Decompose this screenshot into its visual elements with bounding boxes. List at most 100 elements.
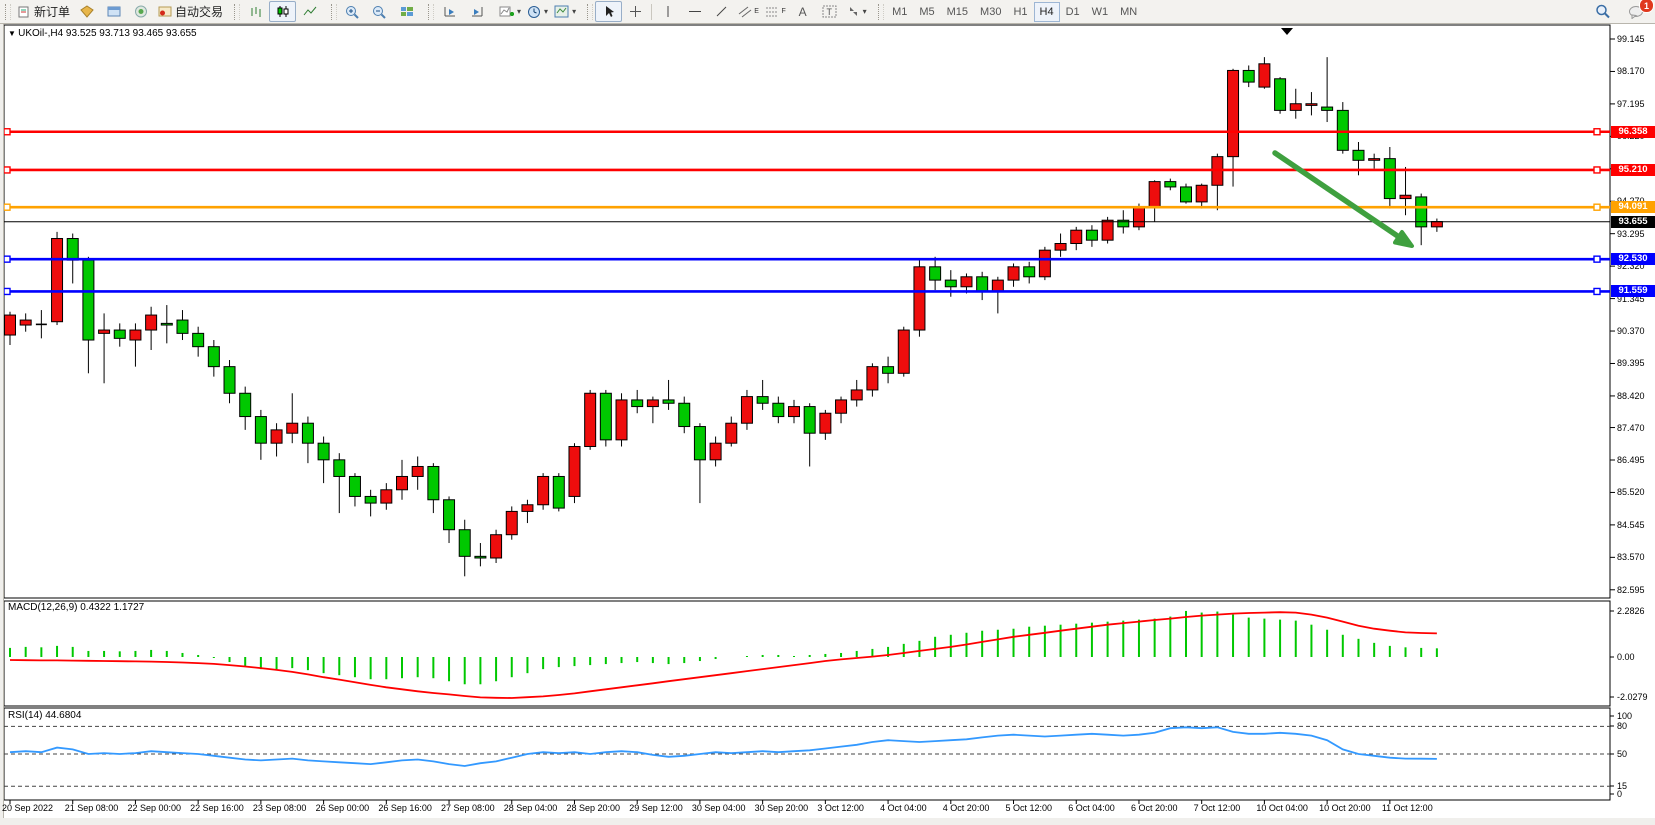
time-axis-label: 6 Oct 20:00: [1130, 803, 1178, 813]
timeframe-button-m1[interactable]: M1: [892, 5, 908, 18]
chart-title: ▼ UKOil-,H4 93.525 93.713 93.465 93.655: [8, 28, 197, 39]
timeframe-button-h4[interactable]: H4: [1033, 1, 1060, 22]
timeframe-button-d1[interactable]: D1: [1065, 5, 1080, 18]
market-watch-icon: [79, 5, 95, 19]
line-anchor-handle[interactable]: [3, 128, 11, 136]
candle-body: [552, 475, 565, 509]
candle-body: [646, 399, 659, 408]
line-anchor-handle[interactable]: [1593, 287, 1601, 296]
candle-body: [239, 392, 252, 418]
drawing-tools-group: E F A T ▾: [582, 1, 873, 23]
timeframe-button-w1[interactable]: W1: [1091, 5, 1109, 18]
line-anchor-handle[interactable]: [1593, 203, 1601, 211]
line-anchor-handle[interactable]: [1593, 128, 1601, 136]
text-label-button[interactable]: T: [816, 1, 843, 22]
zoom-in-button[interactable]: [339, 1, 366, 22]
vertical-line-button[interactable]: [654, 1, 681, 22]
new-order-button[interactable]: 新订单: [13, 1, 73, 22]
line-anchor-handle[interactable]: [3, 255, 11, 263]
candle-body: [1274, 78, 1287, 111]
terminal-window-icon: [106, 5, 122, 19]
line-anchor-handle[interactable]: [3, 287, 11, 296]
candle-body: [1070, 229, 1083, 245]
terminal-window-button[interactable]: [100, 1, 127, 22]
zoom-out-button[interactable]: [366, 1, 393, 22]
candle-body: [19, 319, 32, 326]
line-anchor-handle[interactable]: [3, 166, 11, 174]
periods-button[interactable]: ▾: [524, 1, 551, 22]
vertical-line-icon: [667, 6, 669, 17]
candle-body: [788, 406, 800, 418]
candle-body: [1383, 158, 1396, 200]
time-axis-label: 11 Oct 12:00: [1381, 803, 1433, 813]
fibonacci-button[interactable]: F: [762, 1, 789, 22]
price-axis-tick: 85.520: [1617, 487, 1645, 498]
line-anchor-handle[interactable]: [1593, 255, 1601, 263]
one-click-trading-arrow-icon[interactable]: ▼: [8, 29, 19, 38]
timeframe-button-h1[interactable]: H1: [1013, 5, 1028, 18]
candle-body: [1007, 266, 1020, 281]
candle-body: [286, 422, 299, 434]
candle-body: [1242, 69, 1255, 83]
cursor-button[interactable]: [595, 1, 623, 22]
toolbar-drag-handle[interactable]: [5, 3, 11, 20]
equidistant-channel-button[interactable]: E: [735, 1, 762, 22]
line-chart-button[interactable]: [296, 1, 323, 22]
macd-pane-frame: [3, 600, 1611, 707]
auto-trading-button[interactable]: 自动交易: [154, 1, 226, 22]
rsi-axis-tick: 0: [1617, 789, 1623, 799]
fibonacci-icon: [766, 7, 779, 17]
time-axis-label: 22 Sep 16:00: [190, 803, 244, 813]
chart-shift-button[interactable]: [463, 1, 490, 22]
add-indicator-button[interactable]: ▾: [496, 1, 524, 22]
time-axis-label: 26 Sep 00:00: [315, 803, 370, 813]
candle-body: [740, 396, 753, 424]
bar-chart-button[interactable]: [242, 1, 269, 22]
auto-scroll-button[interactable]: [436, 1, 463, 22]
candle-body: [866, 366, 879, 391]
crosshair-button[interactable]: [622, 1, 649, 22]
timeframe-button-m15[interactable]: M15: [946, 5, 969, 18]
template-button[interactable]: ▾: [551, 1, 579, 22]
price-label-95.210: 95.210: [1611, 163, 1655, 176]
time-axis-label: 29 Sep 12:00: [629, 803, 683, 813]
line-anchor-handle[interactable]: [1593, 166, 1601, 174]
candle-body: [145, 314, 158, 331]
market-watch-button[interactable]: [73, 1, 100, 22]
candle-body: [772, 402, 785, 418]
candle-body: [207, 346, 220, 368]
indicator-group: ▾ ▾ ▾: [493, 1, 582, 23]
text-button[interactable]: A: [789, 1, 816, 22]
toolbar-drag-handle[interactable]: [587, 3, 594, 20]
notifications-button[interactable]: 1: [1622, 0, 1654, 22]
candle-body: [1227, 69, 1240, 158]
timeframe-button-mn[interactable]: MN: [1120, 5, 1138, 18]
timeframe-button-m30[interactable]: M30: [980, 5, 1002, 18]
trend-arrow-annotation[interactable]: [1272, 150, 1402, 240]
cursor-icon: [605, 6, 614, 17]
candlestick-chart-button[interactable]: [269, 1, 297, 22]
search-button[interactable]: [1589, 1, 1616, 22]
trendline-button[interactable]: [708, 1, 735, 22]
timeframe-button-m5[interactable]: M5: [919, 5, 935, 18]
rsi-axis-tick: 50: [1617, 749, 1628, 759]
trend-arrow-head[interactable]: [1393, 230, 1414, 248]
candle-body: [1321, 106, 1334, 111]
time-axis-label: 4 Oct 20:00: [942, 803, 990, 813]
price-axis-tick: 84.545: [1617, 519, 1645, 530]
arrows-button[interactable]: ▾: [843, 1, 870, 22]
toolbar-drag-handle[interactable]: [331, 3, 338, 20]
toolbar-drag-handle[interactable]: [878, 3, 885, 20]
candle-body: [1148, 181, 1161, 208]
tile-windows-button[interactable]: [393, 1, 420, 22]
trendline-icon: [716, 6, 727, 17]
price-label-91.559: 91.559: [1611, 285, 1655, 298]
toolbar-drag-handle[interactable]: [234, 3, 241, 20]
candle-body: [176, 319, 189, 334]
line-anchor-handle[interactable]: [3, 203, 11, 211]
candlestick-chart-icon: [277, 6, 289, 17]
signal-button[interactable]: [127, 1, 154, 22]
toolbar-drag-handle[interactable]: [428, 3, 435, 20]
horizontal-line-button[interactable]: [681, 1, 708, 22]
